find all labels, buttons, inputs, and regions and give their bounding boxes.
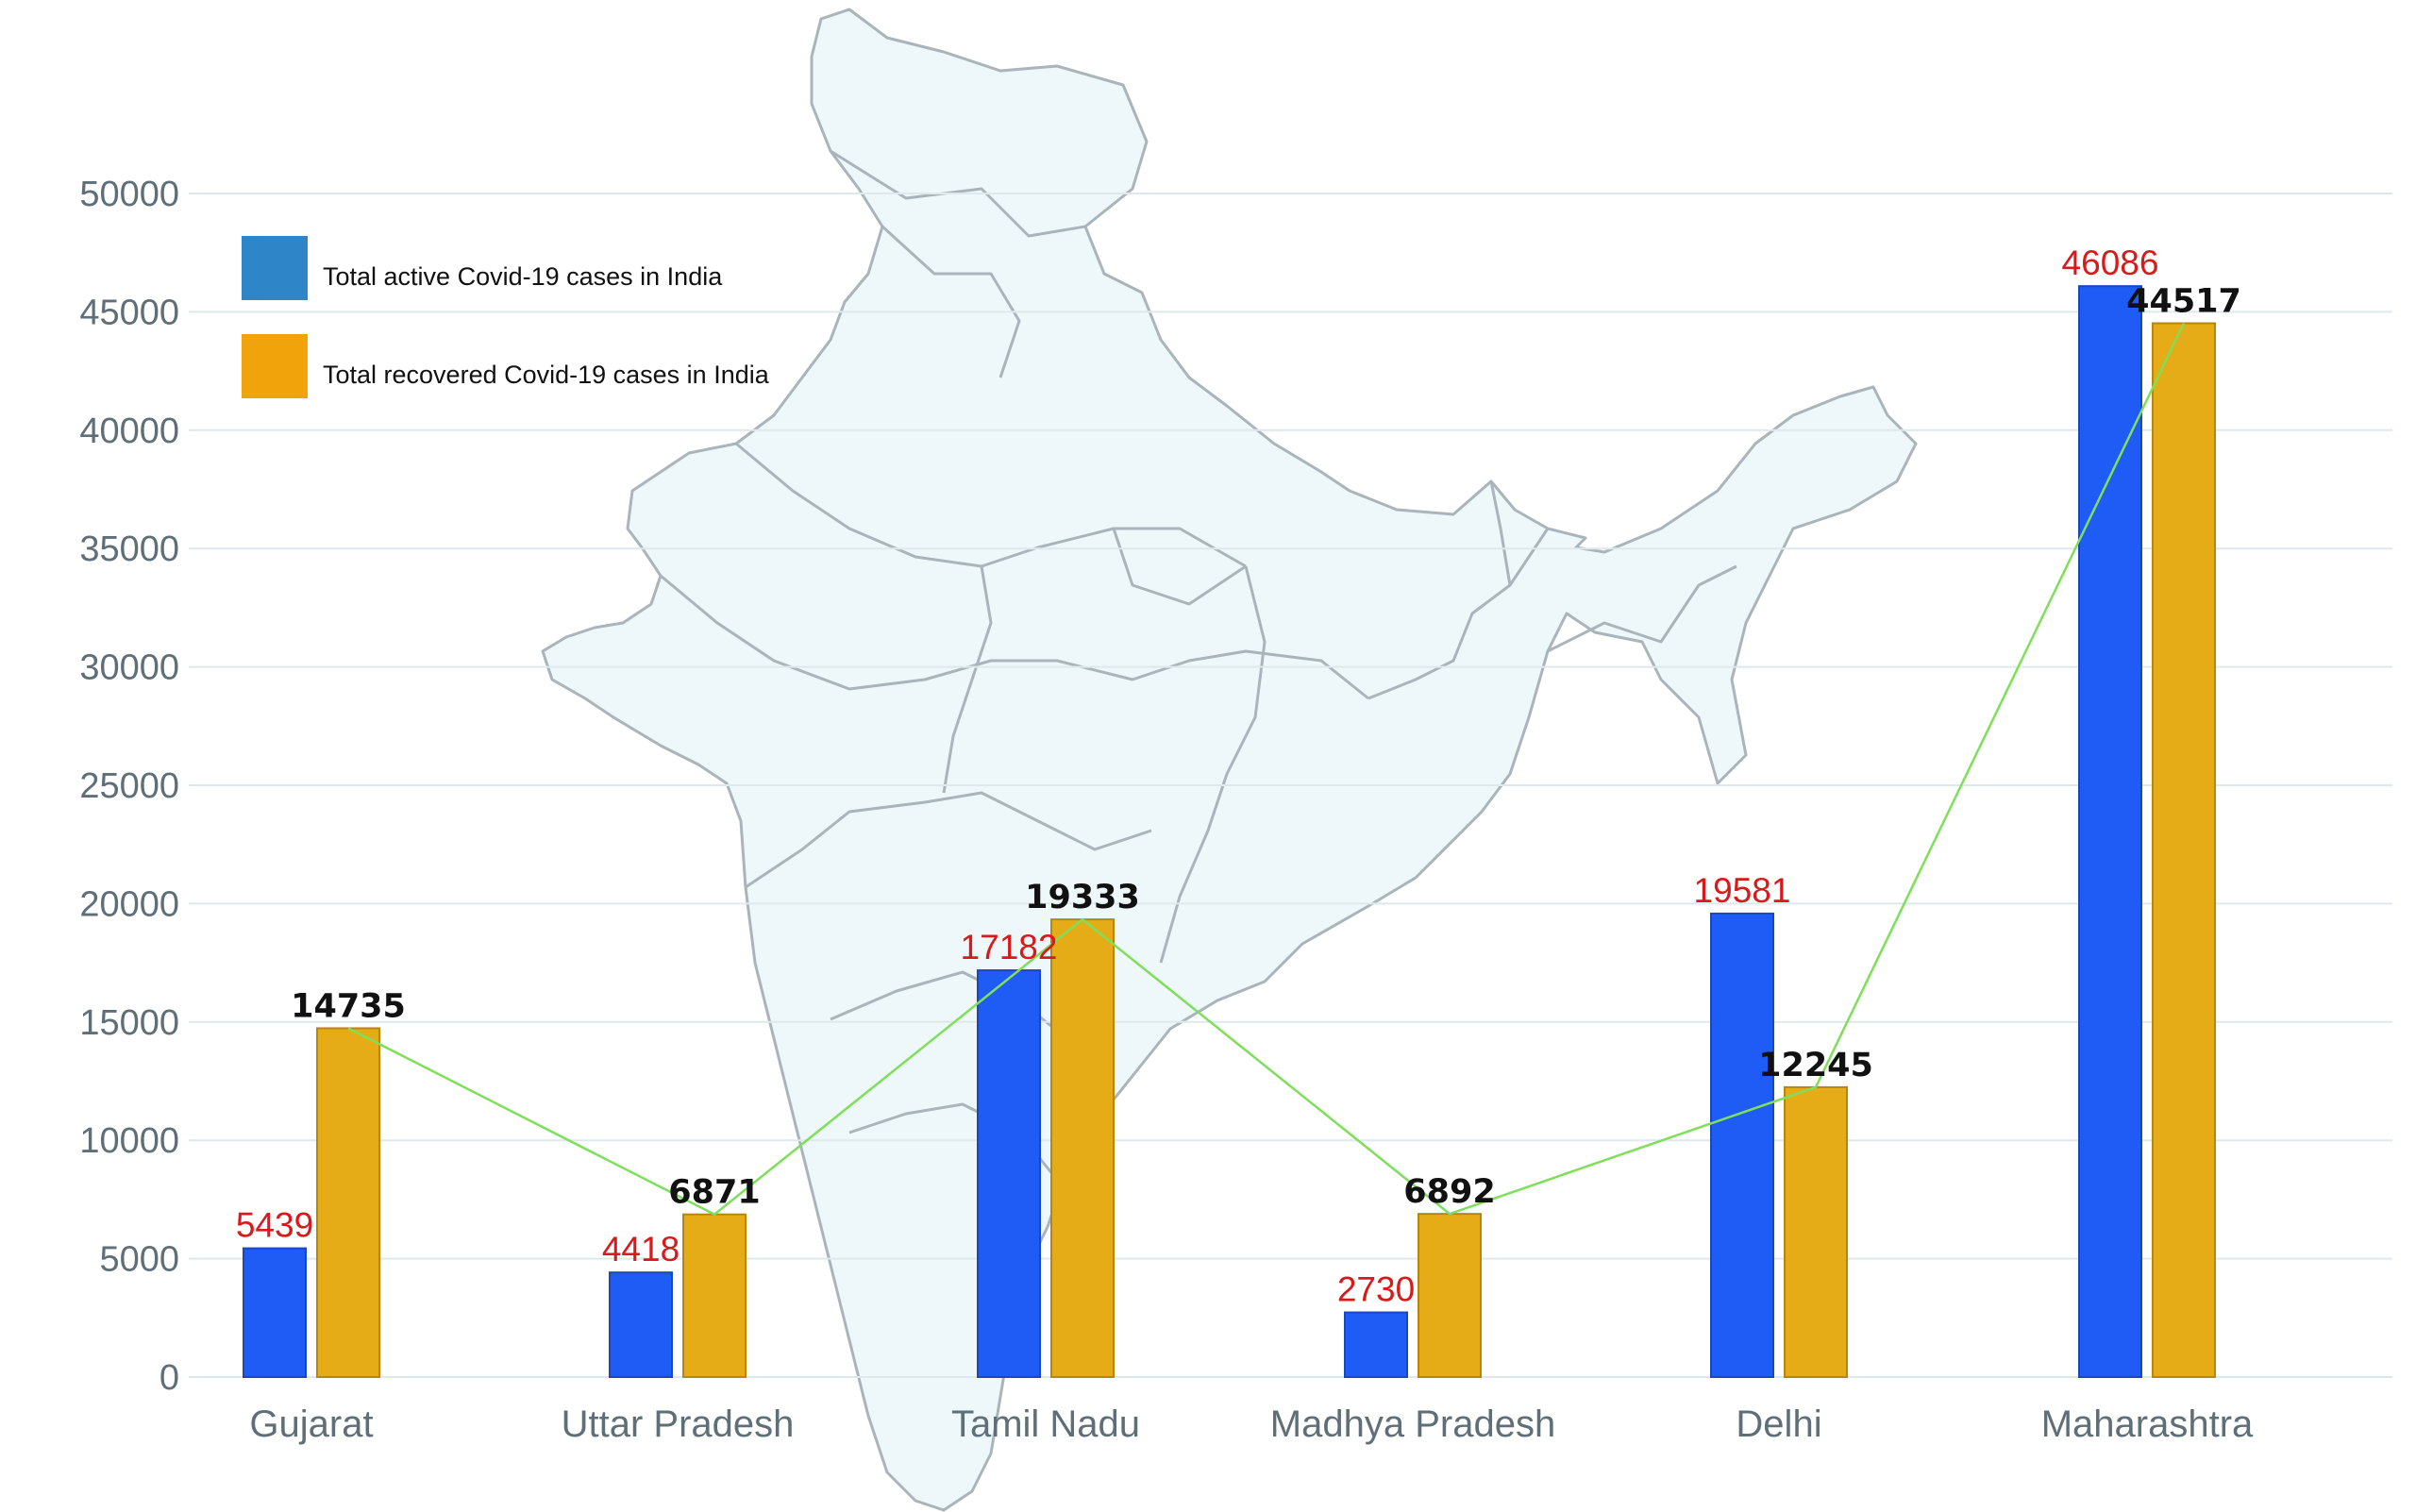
data-label-active: 46086 [2062,244,2159,282]
x-category-label: Uttar Pradesh [562,1403,795,1445]
bar-recovered [316,1027,380,1378]
data-label-active: 19581 [1694,871,1791,910]
legend: Total active Covid-19 cases in India Tot… [242,236,770,398]
y-tick-label: 25000 [79,766,179,806]
bar-recovered [1418,1213,1482,1379]
bar-active [1344,1311,1408,1379]
legend-label-active: Total active Covid-19 cases in India [323,262,723,291]
y-tick-label: 5000 [99,1240,179,1280]
bar-recovered [1784,1085,1848,1378]
bar-active [243,1247,307,1378]
bars [243,285,2216,1379]
y-axis-tick-labels: 0 5000 10000 15000 20000 25000 30000 35000 40000… [79,175,179,1398]
bar-active [609,1271,673,1378]
bar-active [2078,285,2142,1379]
trend-line [347,322,2186,1217]
data-label-recovered: 6871 [668,1174,760,1212]
legend-label-recovered: Total recovered Covid-19 cases in India [323,361,770,389]
data-label-recovered: 12245 [1758,1047,1873,1084]
legend-swatch-active [242,236,308,300]
bar-recovered [682,1213,747,1378]
data-labels: 5439 14735 4418 6871 17182 19333 2730 6892 19581… [236,244,2241,1308]
y-tick-label: 30000 [79,648,179,688]
trend-polyline [347,322,2186,1217]
data-label-recovered: 14735 [291,987,406,1025]
x-category-label: Delhi [1736,1403,1821,1445]
y-tick-label: 10000 [79,1121,179,1161]
y-tick-label: 40000 [79,412,179,451]
x-category-label: Madhya Pradesh [1270,1403,1555,1445]
bar-recovered [1050,918,1115,1378]
data-label-active: 5439 [236,1206,313,1245]
legend-swatch-recovered [242,334,308,398]
x-axis-category-labels: Gujarat Uttar Pradesh Tamil Nadu Madhya Pra… [249,1403,2254,1445]
y-tick-label: 45000 [79,293,179,332]
india-map-background [541,8,1918,1512]
data-label-recovered: 44517 [2126,283,2241,321]
bar-active [1710,912,1774,1378]
data-label-recovered: 6892 [1403,1173,1495,1211]
gridlines [189,193,2392,1378]
data-label-active: 17182 [961,928,1058,966]
x-category-label: Tamil Nadu [951,1403,1140,1445]
x-category-label: Gujarat [249,1403,373,1445]
data-label-recovered: 19333 [1025,879,1140,916]
y-tick-label: 20000 [79,884,179,924]
data-label-active: 4418 [602,1230,680,1268]
bar-active [977,969,1041,1378]
y-tick-label: 50000 [79,175,179,214]
y-tick-label: 35000 [79,529,179,569]
data-label-active: 2730 [1337,1270,1415,1309]
y-tick-label: 15000 [79,1003,179,1043]
y-tick-label: 0 [159,1358,179,1398]
bar-recovered [2152,322,2216,1378]
x-category-label: Maharashtra [2041,1403,2254,1445]
